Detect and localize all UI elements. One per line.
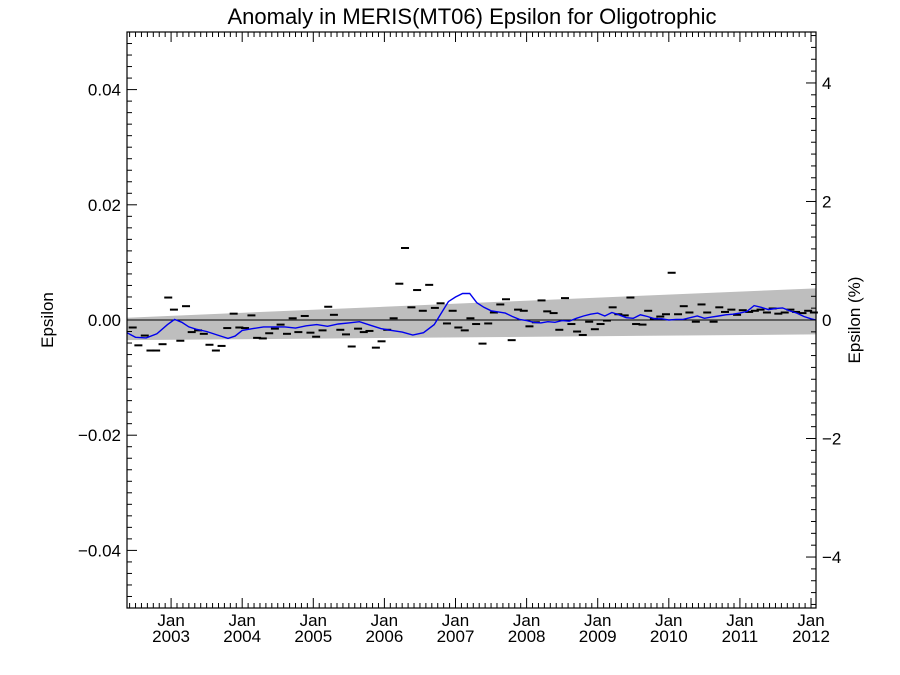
y2-axis-title: Epsilon (%) <box>845 277 864 364</box>
y-tick-label: 0.02 <box>88 196 121 215</box>
x-tick-month-label: Jan <box>300 611 327 630</box>
x-tick-year-label: 2003 <box>152 627 190 646</box>
y2-tick-label: 0 <box>822 311 831 330</box>
monthly-markers <box>128 247 818 352</box>
x-tick-year-label: 2008 <box>508 627 546 646</box>
plot-area: 0.040.020.00−0.02−0.04420−2−4Jan2003Jan2… <box>78 31 841 646</box>
x-tick-year-label: 2010 <box>650 627 688 646</box>
x-tick-month-label: Jan <box>797 611 824 630</box>
x-tick-year-label: 2004 <box>223 627 261 646</box>
x-tick-month-label: Jan <box>584 611 611 630</box>
y2-tick-label: 2 <box>822 192 831 211</box>
y-tick-label: 0.00 <box>88 311 121 330</box>
running-mean-line <box>126 292 817 340</box>
x-tick-month-label: Jan <box>513 611 540 630</box>
y2-tick-label: 4 <box>822 74 831 93</box>
y-tick-label: −0.02 <box>78 426 121 445</box>
x-tick-year-label: 2006 <box>365 627 403 646</box>
x-tick-year-label: 2012 <box>792 627 830 646</box>
x-tick-month-label: Jan <box>157 611 184 630</box>
chart-title: Anomaly in MERIS(MT06) Epsilon for Oligo… <box>227 4 716 29</box>
x-tick-year-label: 2005 <box>294 627 332 646</box>
x-tick-month-label: Jan <box>371 611 398 630</box>
y-axis-title: Epsilon <box>38 292 57 348</box>
x-tick-month-label: Jan <box>228 611 255 630</box>
y-tick-label: 0.04 <box>88 81 121 100</box>
y2-tick-label: −2 <box>822 430 841 449</box>
y-tick-label: −0.04 <box>78 541 121 560</box>
x-tick-year-label: 2007 <box>437 627 475 646</box>
x-tick-year-label: 2009 <box>579 627 617 646</box>
x-tick-month-label: Jan <box>726 611 753 630</box>
x-tick-year-label: 2011 <box>722 627 759 646</box>
x-tick-month-label: Jan <box>442 611 469 630</box>
y2-tick-label: −4 <box>822 548 841 567</box>
x-tick-month-label: Jan <box>655 611 682 630</box>
